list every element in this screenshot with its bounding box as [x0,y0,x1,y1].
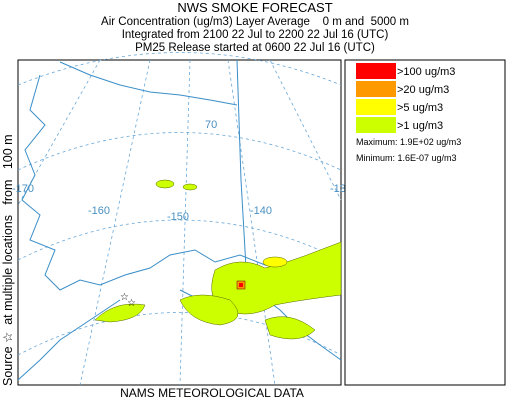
subtitle: Air Concentration (ug/m3) Layer Average … [101,16,409,28]
source-label: Source ☆ at multiple locations from 100 … [1,134,15,386]
smoke-area [182,183,198,191]
title: NWS SMOKE FORECAST [177,0,332,15]
smoke-hotspot [239,283,243,287]
smoke-plume: ☆ ☆ [94,179,342,340]
legend: Maximum: 1.9E+02 ug/m3 Minimum: 1.6E-07 … [344,59,506,386]
graticule-label: -170 [12,183,34,195]
coastline [17,59,342,381]
legend-minimum: Minimum: 1.6E-07 ug/m3 [356,153,457,163]
legend-swatch [356,63,396,79]
legend-label: >1 ug/m3 [397,120,443,132]
source-marker: ☆ [127,298,136,309]
latitude-line [17,219,342,261]
legend-label: >20 ug/m3 [397,84,449,96]
meridian-line [227,59,276,386]
smoke-area [155,179,175,189]
graticule-label: -140 [250,205,272,217]
smoke-area [179,294,239,326]
legend-label: >100 ug/m3 [397,66,455,78]
latitude-line [17,132,342,171]
smoke-area [264,316,316,340]
legend-swatch [356,117,396,133]
subtitle: PM25 Release started at 0600 22 Jul 16 (… [135,42,375,54]
source-marker: ☆ [120,292,129,303]
meridian-line [179,59,191,386]
meridian-line [269,59,342,201]
subtitle: Integrated from 2100 22 Jul to 2200 22 J… [122,29,389,41]
graticule-label: -150 [167,211,189,223]
legend-maximum: Maximum: 1.9E+02 ug/m3 [356,137,461,147]
smoke-area [262,256,288,268]
meridian-line [79,59,151,386]
legend-swatch [356,99,396,115]
map: ☆ ☆ -170 -160 -150 -140 -130 70 [12,52,352,386]
graticule-label: -160 [88,205,110,217]
footer: NAMS METEOROLOGICAL DATA [120,386,304,400]
smoke-area [94,303,146,323]
legend-swatch [356,81,396,97]
graticule-label: 70 [205,119,217,131]
legend-label: >5 ug/m3 [397,102,443,114]
